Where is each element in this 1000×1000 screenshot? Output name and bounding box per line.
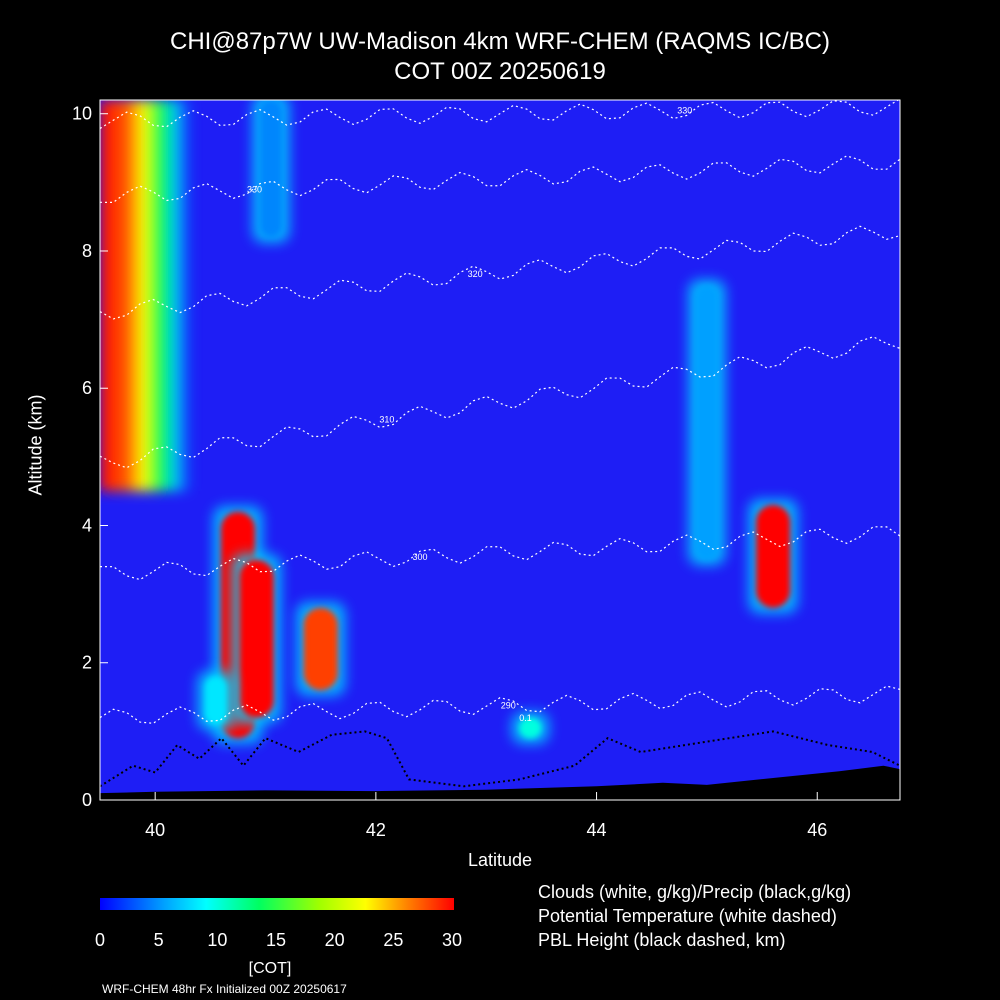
cot-cell-core — [519, 717, 542, 739]
x-tick-label: 46 — [807, 820, 827, 840]
theta-contour-label: 310 — [379, 414, 394, 424]
plot-area: 290 300 310 320 330 330 0.1 — [100, 100, 900, 800]
theta-contour-label: 300 — [412, 552, 427, 562]
cot-cell-core — [204, 676, 227, 725]
theta-contour — [100, 526, 900, 581]
legend-pbl: PBL Height (black dashed, km) — [538, 930, 786, 950]
theta-contour-label: 290 — [501, 700, 516, 710]
cot-cell — [748, 498, 799, 614]
terrain — [100, 765, 900, 800]
cot-cell — [687, 279, 726, 566]
y-tick-label: 8 — [82, 241, 92, 261]
y-tick-label: 10 — [72, 104, 92, 124]
cot-cell — [196, 670, 235, 731]
theta-contour — [100, 225, 900, 320]
theta-contour — [100, 100, 900, 130]
legend-clouds: Clouds (white, g/kg)/Precip (black,g/kg) — [538, 882, 852, 902]
y-axis-label: Altitude (km) — [25, 394, 46, 496]
chart-title: CHI@87p7W UW-Madison 4km WRF-CHEM (RAQMS… — [170, 28, 830, 55]
y-tick-label: 6 — [82, 378, 92, 398]
pbl-height-line — [100, 730, 900, 788]
legend-theta: Potential Temperature (white dashed) — [538, 906, 837, 926]
cot-cell — [252, 100, 291, 244]
cot-cell-core — [260, 100, 283, 238]
theta-contour — [100, 155, 900, 204]
x-tick-label: 42 — [366, 820, 386, 840]
y-tick-label: 4 — [82, 515, 92, 535]
cot-cell-core — [756, 504, 791, 608]
colorbar-tick-label: 10 — [207, 930, 228, 950]
theta-contour — [100, 336, 900, 469]
colorbar-unit: [COT] — [248, 960, 292, 977]
theta-contour-label: 330 — [247, 184, 262, 194]
theta-contour — [100, 685, 900, 724]
footer-note: WRF-CHEM 48hr Fx Initialized 00Z 2025061… — [102, 982, 347, 996]
cot-cell — [511, 711, 550, 745]
y-tick-label: 2 — [82, 653, 92, 673]
colorbar-tick-label: 5 — [153, 930, 164, 950]
x-tick-label: 40 — [145, 820, 165, 840]
theta-contour-label: 330 — [677, 106, 692, 116]
cot-cell — [100, 100, 197, 492]
cloud-contour-label: 0.1 — [519, 713, 532, 723]
theta-contour-label: 320 — [468, 269, 483, 279]
colorbar-tick-label: 15 — [265, 930, 287, 950]
y-tick-label: 0 — [82, 790, 92, 810]
x-axis-label: Latitude — [467, 850, 533, 870]
plot-frame — [99, 99, 901, 801]
cot-cell — [231, 553, 282, 724]
cot-cell — [295, 601, 346, 697]
colorbar-tick-label: 25 — [383, 930, 404, 950]
colorbar-tick-label: 0 — [94, 930, 106, 950]
chart-subtitle: COT 00Z 20250619 — [394, 58, 606, 85]
colorbar — [100, 898, 454, 910]
cot-cell-core — [239, 559, 274, 718]
cot-cell-core — [695, 285, 718, 560]
x-tick-label: 44 — [587, 820, 607, 840]
colorbar-tick-label: 20 — [324, 930, 345, 950]
colorbar-tick-label: 30 — [441, 930, 463, 950]
cot-cell-core — [303, 607, 338, 691]
